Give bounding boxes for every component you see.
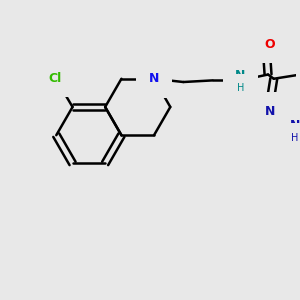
Text: H: H bbox=[237, 83, 244, 93]
Text: N: N bbox=[235, 69, 245, 82]
Text: Cl: Cl bbox=[48, 72, 61, 85]
Text: N: N bbox=[265, 105, 275, 118]
Text: N: N bbox=[290, 118, 300, 131]
Text: H: H bbox=[291, 133, 298, 143]
Text: O: O bbox=[264, 38, 275, 51]
Text: N: N bbox=[149, 72, 159, 85]
